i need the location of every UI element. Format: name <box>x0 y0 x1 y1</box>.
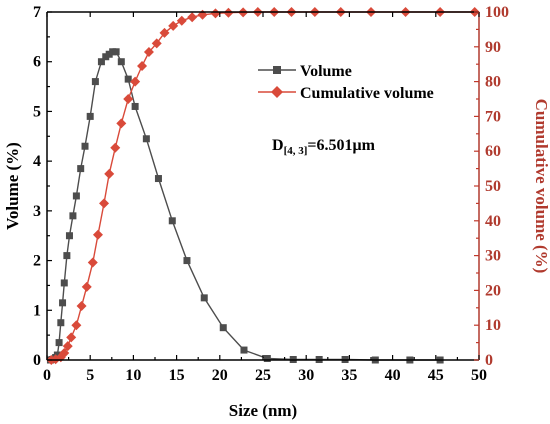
y-tick-label: 4 <box>33 153 41 170</box>
data-point <box>130 76 141 87</box>
data-point <box>55 339 63 347</box>
data-point <box>110 142 121 153</box>
x-tick-label: 50 <box>471 367 487 384</box>
x-tick-label: 40 <box>385 367 401 384</box>
data-point <box>60 279 68 287</box>
data-point <box>142 135 150 143</box>
data-point <box>66 332 77 343</box>
data-point <box>65 232 73 240</box>
data-point <box>91 78 99 86</box>
x-tick-label: 0 <box>43 367 51 384</box>
data-point <box>263 355 271 363</box>
data-point <box>116 118 127 129</box>
data-point <box>168 217 176 225</box>
data-point <box>123 94 134 104</box>
data-point <box>168 20 179 31</box>
data-point <box>81 142 89 150</box>
data-point <box>200 294 208 302</box>
legend-cumulative-marker <box>271 86 283 98</box>
d43-annotation-subscript: [4, 3] <box>284 145 308 157</box>
plot-marks <box>46 7 480 365</box>
data-point <box>176 15 187 26</box>
data-point <box>124 75 132 83</box>
data-point <box>131 102 139 110</box>
y-tick-label: 6 <box>33 54 41 71</box>
x-tick-label: 15 <box>169 367 185 384</box>
data-point <box>77 165 85 173</box>
data-point <box>59 348 70 359</box>
data-point <box>151 38 162 49</box>
y2-tick-label: 90 <box>485 39 501 56</box>
data-point <box>81 281 92 292</box>
legend-volume-marker <box>273 66 281 74</box>
series-line <box>51 11 475 361</box>
data-point <box>87 257 98 268</box>
data-point <box>117 58 125 66</box>
legend-volume-label: Volume <box>300 63 352 80</box>
data-point <box>97 58 105 66</box>
x-tick-label: 35 <box>341 367 357 384</box>
legend: Volume Cumulative volume <box>258 63 434 102</box>
y-tick-label: 1 <box>33 302 41 319</box>
data-point <box>187 12 198 23</box>
data-point <box>240 346 248 354</box>
data-point <box>76 301 87 312</box>
x-tick-label: 45 <box>428 367 444 384</box>
x-tick-label: 25 <box>255 367 271 384</box>
x-tick-label: 30 <box>298 367 314 384</box>
data-point <box>143 47 154 58</box>
y-tick-label: 0 <box>33 352 41 369</box>
y2-tick-label: 20 <box>485 282 501 299</box>
y-tick-label: 7 <box>33 4 41 21</box>
y2-tick-label: 60 <box>485 143 501 160</box>
ticks: 0 5 10 15 20 25 30 35 40 45 5001234567010203040506… <box>33 4 509 384</box>
data-point <box>99 198 110 209</box>
data-point <box>154 175 162 183</box>
data-point <box>219 324 227 332</box>
data-point <box>59 299 67 307</box>
legend-cumulative-label: Cumulative volume <box>300 85 434 102</box>
x-axis-title: Size (nm) <box>229 401 297 420</box>
data-point <box>71 320 82 331</box>
data-point <box>62 341 73 352</box>
y-tick-label: 2 <box>33 253 41 270</box>
data-point <box>137 60 148 71</box>
data-point <box>104 168 115 179</box>
data-point <box>69 212 77 220</box>
data-point <box>92 229 103 240</box>
d43-annotation-prefix: D <box>272 137 284 154</box>
x-tick-label: 5 <box>86 367 94 384</box>
series-cumulative <box>46 7 480 365</box>
y2-tick-label: 70 <box>485 108 501 125</box>
data-point <box>159 27 170 38</box>
y2-tick-label: 80 <box>485 74 501 91</box>
y-tick-label: 5 <box>33 103 41 120</box>
y2-axis-title: Cumulative volume (%) <box>532 99 550 274</box>
data-point <box>63 252 71 260</box>
data-point <box>210 8 221 19</box>
data-point <box>112 48 120 56</box>
data-point <box>183 257 191 265</box>
y2-tick-label: 10 <box>485 317 501 334</box>
y2-tick-label: 100 <box>485 4 509 21</box>
data-point <box>72 192 80 200</box>
data-point <box>53 351 61 359</box>
y2-tick-label: 40 <box>485 213 501 230</box>
data-point <box>57 319 65 327</box>
y2-tick-label: 0 <box>485 352 493 369</box>
x-tick-label: 10 <box>125 367 141 384</box>
x-tick-label: 20 <box>212 367 228 384</box>
y-axis-title: Volume (%) <box>3 142 22 230</box>
data-point <box>86 112 94 120</box>
y2-tick-label: 30 <box>485 248 501 265</box>
y-tick-label: 3 <box>33 203 41 220</box>
d43-annotation-suffix: =6.501μm <box>307 137 375 154</box>
d43-annotation: D[4, 3]=6.501μm <box>272 137 376 157</box>
y2-tick-label: 50 <box>485 178 501 195</box>
